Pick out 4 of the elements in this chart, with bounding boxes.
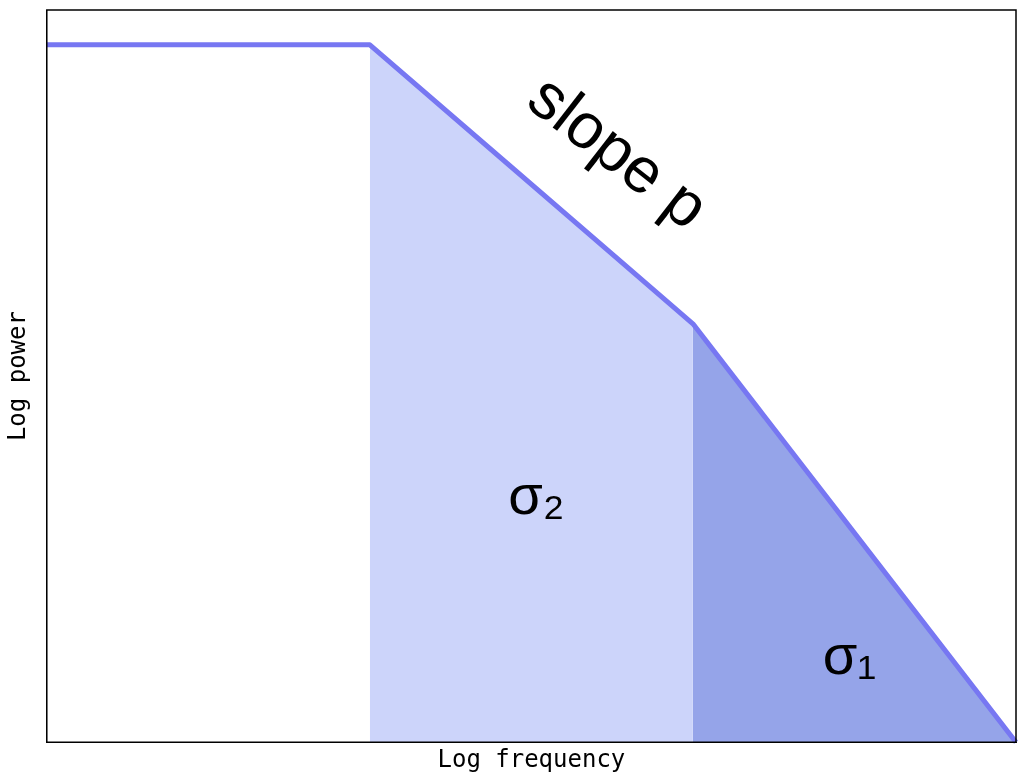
annotation: σ₂ <box>508 462 565 526</box>
x-axis-title: Log frequency <box>437 744 626 773</box>
annotation: σ₁ <box>822 622 877 686</box>
y-axis-title: Log power <box>2 311 31 442</box>
